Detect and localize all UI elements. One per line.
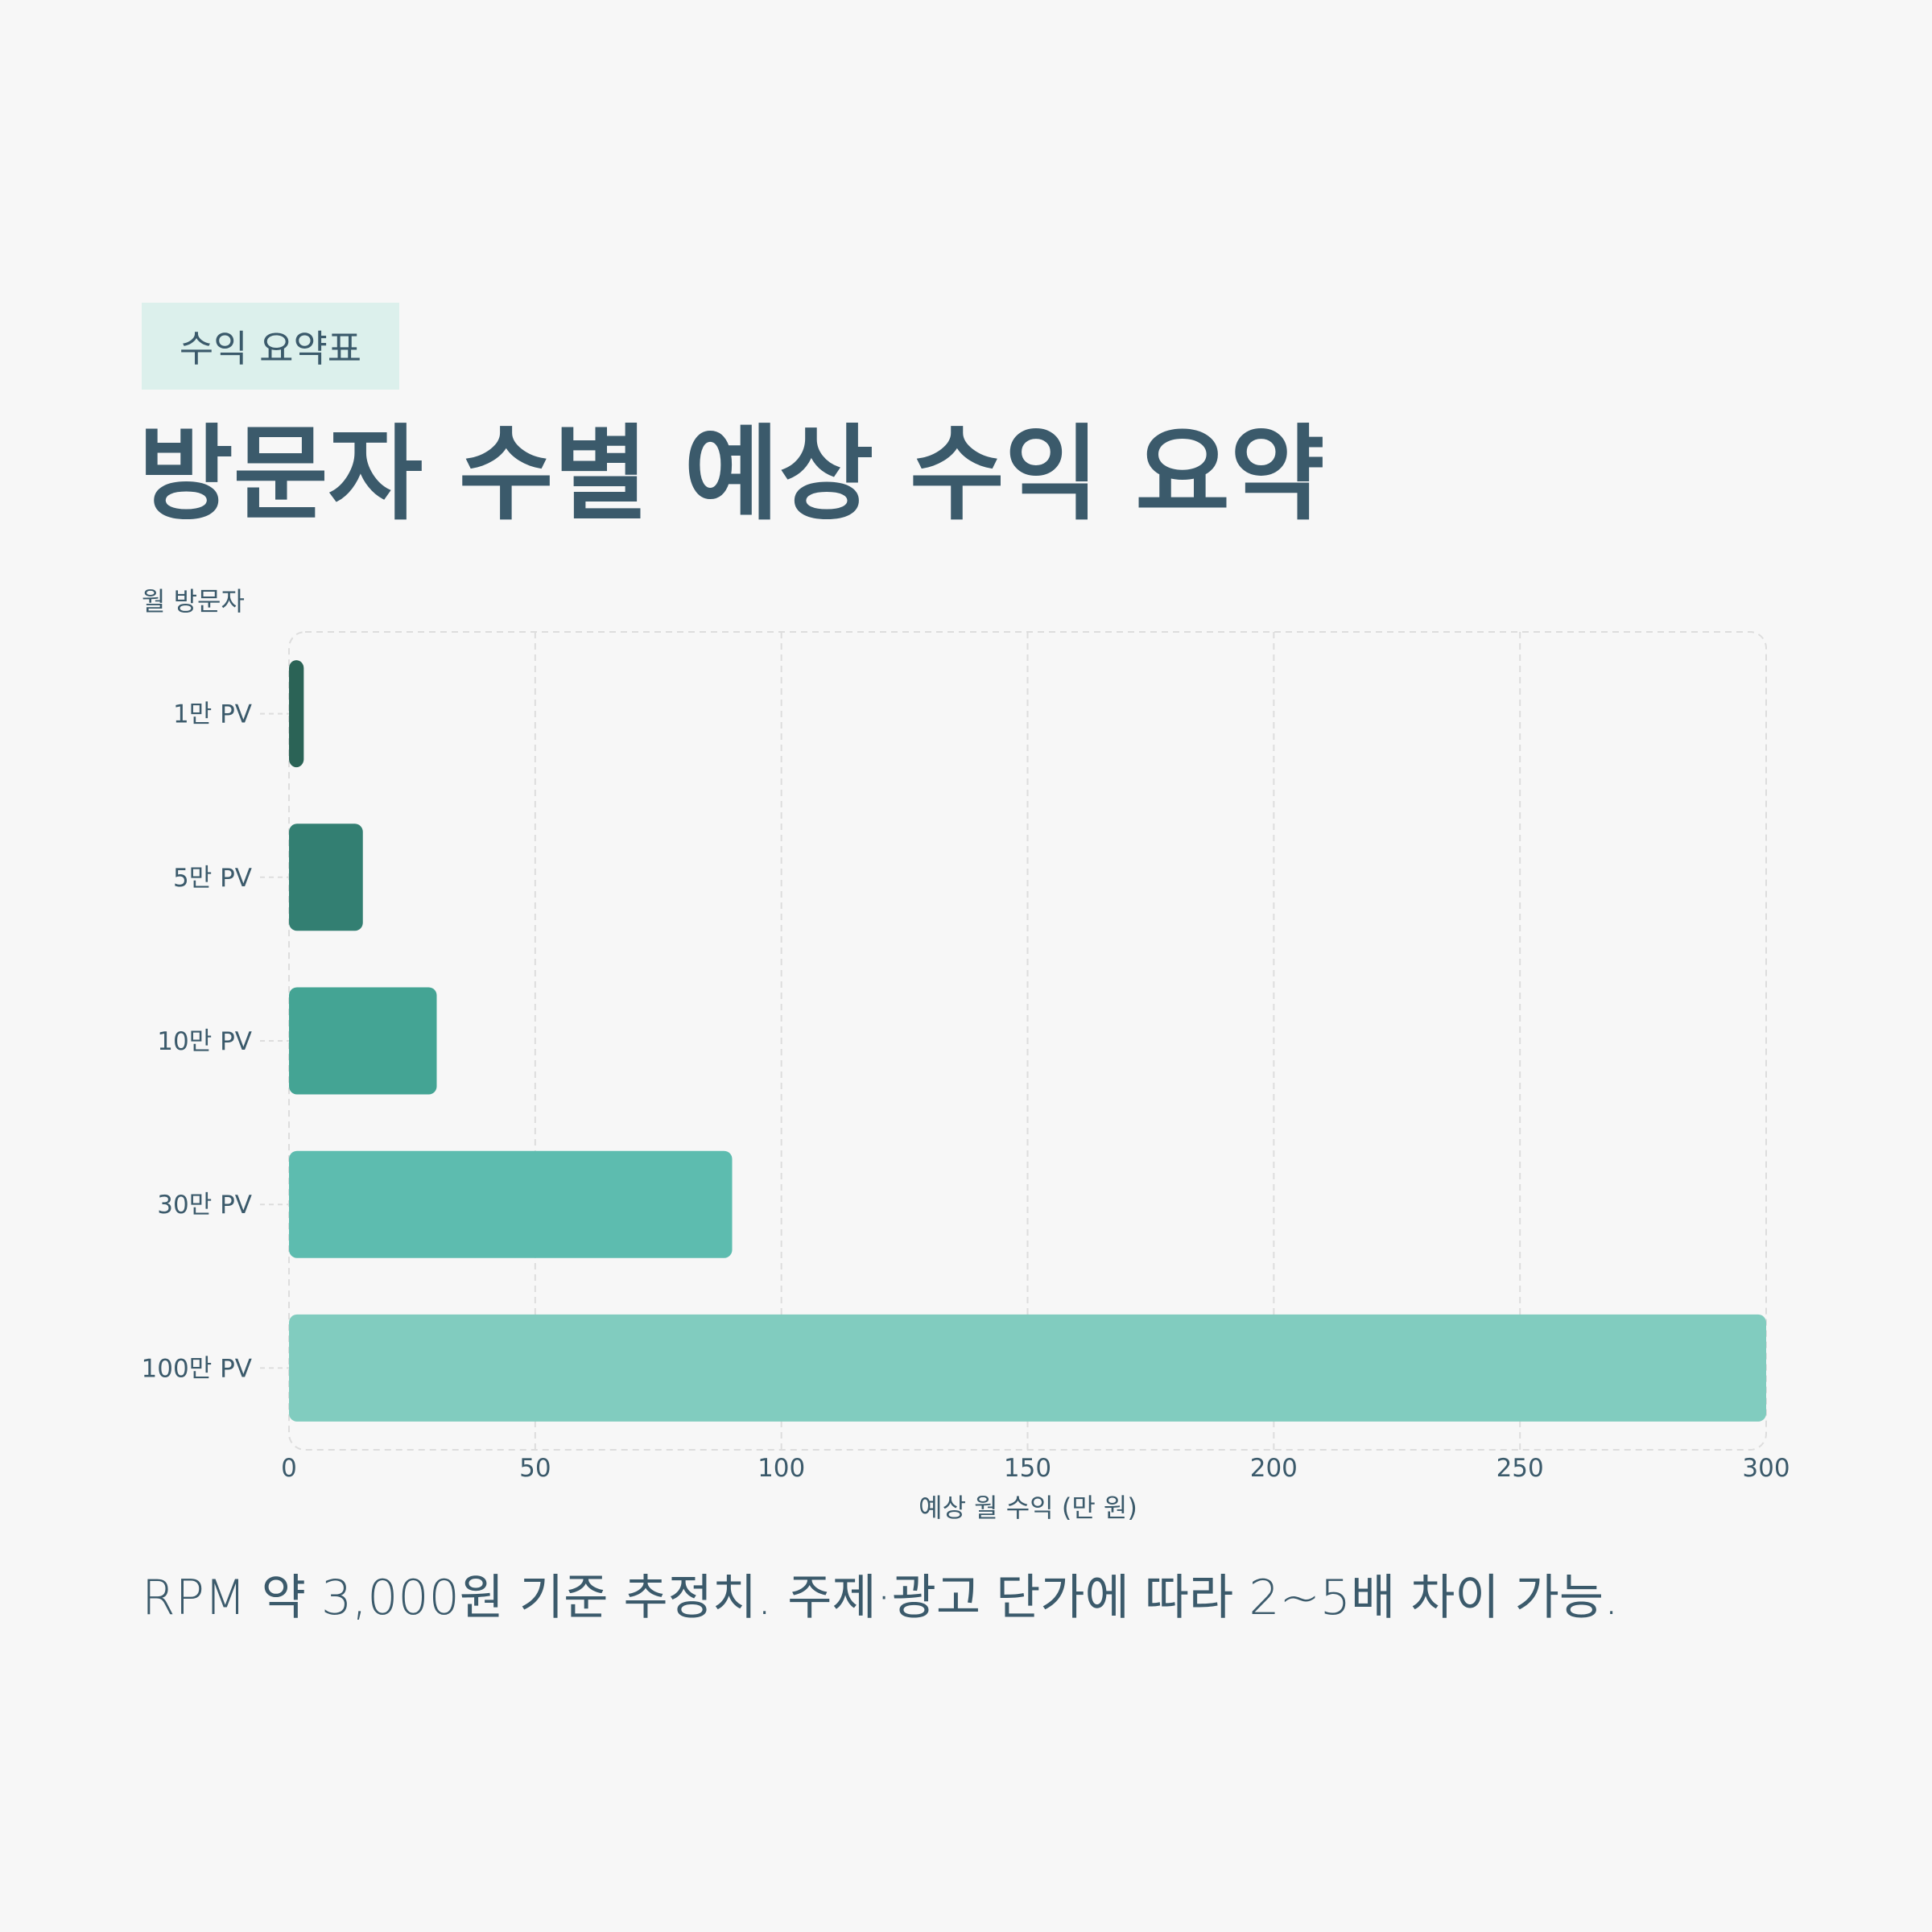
y-tick-label: 1만 PV xyxy=(173,700,252,729)
bar xyxy=(289,660,304,768)
x-tick-labels: 0 50 100 150 200 250 300 xyxy=(281,1454,1790,1483)
bar xyxy=(289,1314,1766,1422)
section-badge: 수익 요약표 xyxy=(142,303,399,390)
y-tick-label: 100만 PV xyxy=(142,1354,252,1383)
y-axis-label: 월 방문자 xyxy=(142,586,245,617)
page-title: 방문자 수별 예상 수익 요약 xyxy=(138,415,1325,535)
y-tick-label: 10만 PV xyxy=(157,1027,252,1056)
x-tick-label: 0 xyxy=(281,1454,297,1483)
x-tick-label: 300 xyxy=(1742,1454,1790,1483)
bar xyxy=(289,824,363,931)
y-tick-labels: 1만 PV 5만 PV 10만 PV 30만 PV 100만 PV xyxy=(142,700,252,1384)
grid-lines xyxy=(260,632,1521,1450)
x-tick-label: 50 xyxy=(519,1454,551,1483)
x-tick-label: 100 xyxy=(758,1454,805,1483)
x-tick-label: 250 xyxy=(1496,1454,1544,1483)
x-axis-label: 예상 월 수익 (만 원) xyxy=(919,1492,1137,1523)
footnote: RPM 약 3,000원 기준 추정치. 주제·광고 단가에 따라 2~5배 차… xyxy=(142,1570,1620,1626)
bars xyxy=(289,660,1766,1422)
y-tick-label: 30만 PV xyxy=(157,1191,252,1220)
x-tick-label: 200 xyxy=(1250,1454,1298,1483)
bar xyxy=(289,987,437,1095)
bar xyxy=(289,1150,733,1258)
y-tick-label: 5만 PV xyxy=(173,864,252,893)
x-tick-label: 150 xyxy=(1004,1454,1051,1483)
